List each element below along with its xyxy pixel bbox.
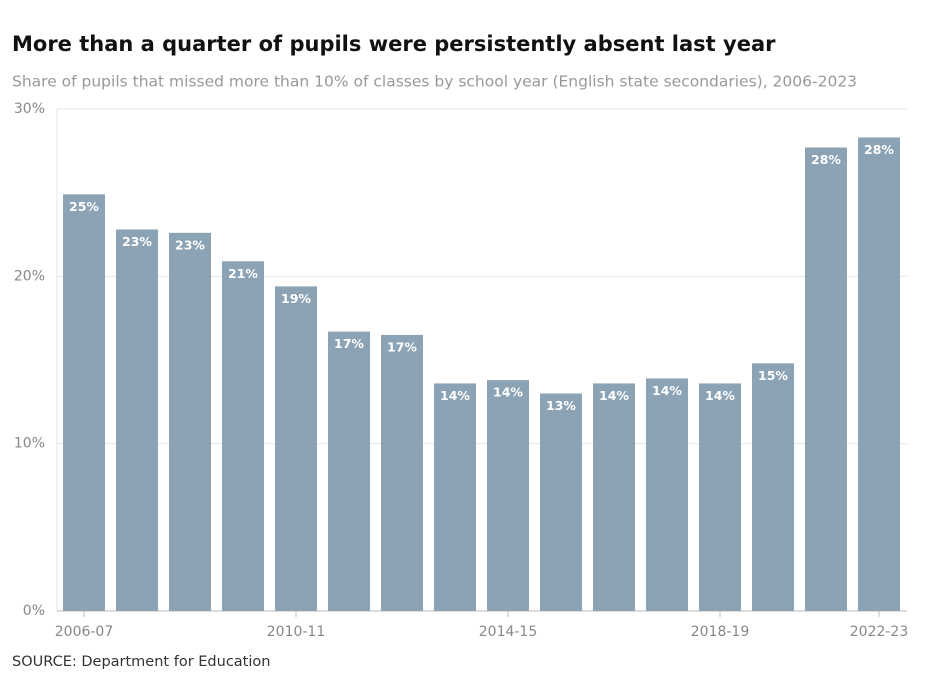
bar [434, 383, 476, 611]
value-label: 13% [546, 398, 576, 413]
bar [593, 383, 635, 611]
y-tick-label: 20% [14, 268, 45, 284]
value-label: 21% [228, 266, 258, 281]
bar [116, 229, 158, 612]
x-tick-label: 2006-07 [55, 624, 114, 640]
x-tick-label: 2022-23 [850, 624, 909, 640]
value-label: 14% [440, 388, 470, 403]
value-label: 23% [175, 237, 205, 252]
value-label: 14% [652, 383, 682, 398]
bar [275, 286, 317, 611]
value-label: 14% [705, 388, 735, 403]
value-label: 14% [599, 388, 629, 403]
y-tick-label: 30% [14, 101, 45, 117]
x-tick-label: 2018-19 [691, 624, 750, 640]
value-label: 17% [334, 336, 364, 351]
bar [646, 378, 688, 611]
bar [487, 380, 529, 611]
chart-title: More than a quarter of pupils were persi… [12, 32, 776, 56]
x-tick-label: 2010-11 [267, 624, 326, 640]
chart-subtitle: Share of pupils that missed more than 10… [12, 73, 857, 91]
source: SOURCE: Department for Education [12, 654, 270, 670]
value-label: 25% [69, 199, 99, 214]
y-tick-label: 0% [23, 603, 45, 619]
value-label: 15% [758, 368, 788, 383]
bar [328, 331, 370, 611]
value-label: 28% [811, 152, 841, 167]
bar [169, 232, 211, 611]
bar [540, 393, 582, 611]
value-label: 17% [387, 339, 417, 354]
y-tick-label: 10% [14, 436, 45, 452]
value-label: 14% [493, 385, 523, 400]
value-label: 23% [122, 234, 152, 249]
x-tick-label: 2014-15 [479, 624, 538, 640]
bar [805, 147, 847, 611]
value-label: 19% [281, 291, 311, 306]
bar [63, 194, 105, 611]
bar [381, 334, 423, 611]
value-label: 28% [864, 142, 894, 157]
bar [222, 261, 264, 611]
bar [858, 137, 900, 612]
bar [699, 383, 741, 611]
bar [752, 363, 794, 611]
